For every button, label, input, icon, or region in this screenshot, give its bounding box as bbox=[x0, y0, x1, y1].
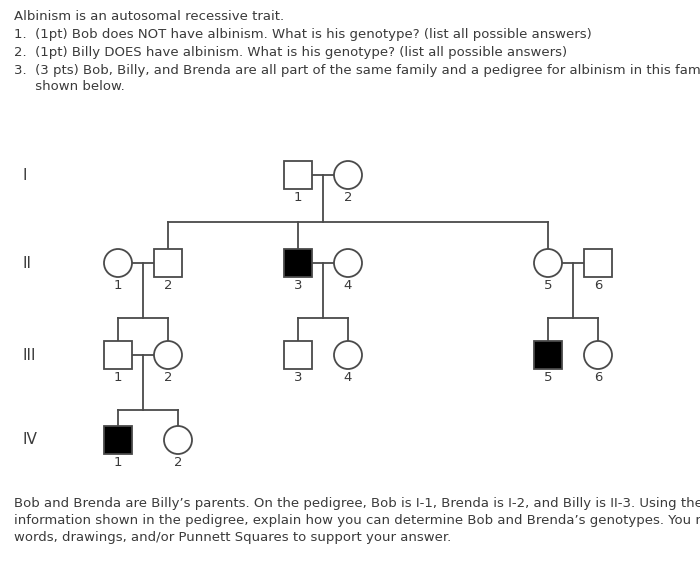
Text: 4: 4 bbox=[344, 279, 352, 292]
Text: 6: 6 bbox=[594, 371, 602, 384]
Text: 1: 1 bbox=[294, 191, 302, 204]
Circle shape bbox=[334, 249, 362, 277]
Circle shape bbox=[334, 341, 362, 369]
Text: 1: 1 bbox=[113, 456, 122, 469]
Bar bbox=[284, 161, 312, 189]
Text: 2: 2 bbox=[174, 456, 182, 469]
Circle shape bbox=[334, 161, 362, 189]
Text: information shown in the pedigree, explain how you can determine Bob and Brenda’: information shown in the pedigree, expla… bbox=[14, 514, 700, 527]
Text: Bob and Brenda are Billy’s parents. On the pedigree, Bob is I-1, Brenda is I-2, : Bob and Brenda are Billy’s parents. On t… bbox=[14, 497, 700, 510]
Text: 3: 3 bbox=[294, 279, 302, 292]
Text: 2.  (1pt) Billy DOES have albinism. What is his genotype? (list all possible ans: 2. (1pt) Billy DOES have albinism. What … bbox=[14, 46, 567, 59]
Circle shape bbox=[164, 426, 192, 454]
Text: 2: 2 bbox=[344, 191, 352, 204]
Text: 2: 2 bbox=[164, 371, 172, 384]
Bar bbox=[154, 249, 182, 277]
Text: 3.  (3 pts) Bob, Billy, and Brenda are all part of the same family and a pedigre: 3. (3 pts) Bob, Billy, and Brenda are al… bbox=[14, 64, 700, 77]
Bar bbox=[104, 426, 132, 454]
Text: I: I bbox=[22, 168, 27, 182]
Bar bbox=[534, 341, 562, 369]
Bar bbox=[584, 249, 612, 277]
Text: II: II bbox=[22, 256, 31, 270]
Text: III: III bbox=[22, 347, 36, 363]
Text: 1: 1 bbox=[113, 371, 122, 384]
Text: 4: 4 bbox=[344, 371, 352, 384]
Bar bbox=[284, 341, 312, 369]
Text: 5: 5 bbox=[544, 279, 552, 292]
Text: IV: IV bbox=[22, 433, 37, 447]
Circle shape bbox=[154, 341, 182, 369]
Text: Albinism is an autosomal recessive trait.: Albinism is an autosomal recessive trait… bbox=[14, 10, 284, 23]
Text: 2: 2 bbox=[164, 279, 172, 292]
Circle shape bbox=[104, 249, 132, 277]
Text: 1: 1 bbox=[113, 279, 122, 292]
Text: words, drawings, and/or Punnett Squares to support your answer.: words, drawings, and/or Punnett Squares … bbox=[14, 531, 452, 544]
Text: 3: 3 bbox=[294, 371, 302, 384]
Circle shape bbox=[534, 249, 562, 277]
Text: shown below.: shown below. bbox=[14, 80, 125, 93]
Bar bbox=[284, 249, 312, 277]
Text: 5: 5 bbox=[544, 371, 552, 384]
Circle shape bbox=[584, 341, 612, 369]
Text: 6: 6 bbox=[594, 279, 602, 292]
Bar bbox=[104, 341, 132, 369]
Text: 1.  (1pt) Bob does NOT have albinism. What is his genotype? (list all possible a: 1. (1pt) Bob does NOT have albinism. Wha… bbox=[14, 28, 592, 41]
